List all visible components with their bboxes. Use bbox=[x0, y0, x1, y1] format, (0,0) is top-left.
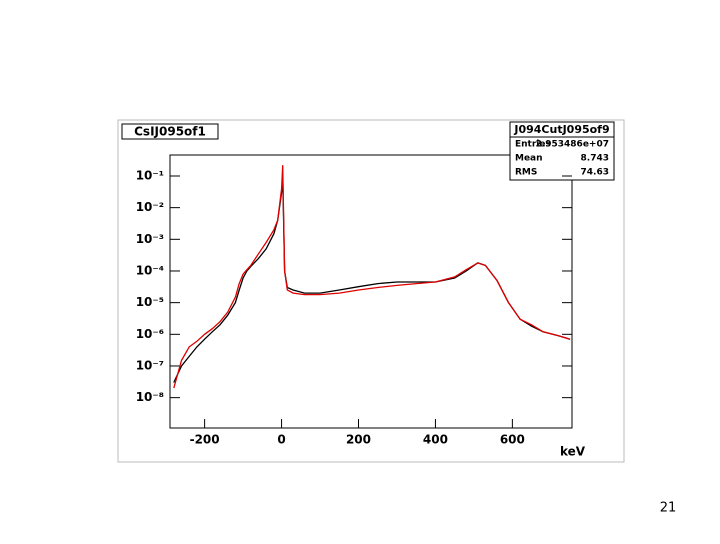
y-tick-label: 10⁻³ bbox=[136, 232, 164, 246]
page-number: 21 bbox=[660, 501, 677, 516]
y-tick-label: 10⁻² bbox=[136, 200, 164, 214]
y-tick-label: 10⁻⁸ bbox=[136, 390, 164, 404]
stats-label: Entries bbox=[515, 140, 551, 150]
x-tick-label: 600 bbox=[500, 433, 525, 447]
chart-title: CsIJ095of1 bbox=[134, 125, 206, 139]
x-tick-label: 200 bbox=[346, 433, 371, 447]
x-tick-label: 400 bbox=[423, 433, 448, 447]
x-axis-label: keV bbox=[560, 445, 586, 459]
plot-frame bbox=[169, 154, 573, 429]
title-box bbox=[121, 123, 219, 140]
y-tick-label: 10⁻⁵ bbox=[136, 295, 164, 309]
stats-label: Mean bbox=[515, 154, 543, 164]
stats-value: 2.953486e+07 bbox=[536, 140, 609, 150]
y-tick-label: 10⁻¹ bbox=[136, 168, 164, 182]
stats-value: 8.743 bbox=[581, 154, 609, 164]
stats-value: 74.63 bbox=[581, 168, 609, 178]
stats-label: RMS bbox=[515, 168, 537, 178]
x-tick-label: 0 bbox=[277, 433, 285, 447]
stats-box bbox=[509, 121, 615, 181]
series-line bbox=[173, 165, 571, 389]
y-tick-label: 10⁻⁶ bbox=[136, 327, 164, 341]
stats-title: J094CutJ095of9 bbox=[513, 123, 609, 136]
y-tick-label: 10⁻⁴ bbox=[136, 263, 164, 277]
y-tick-label: 10⁻⁷ bbox=[136, 358, 164, 372]
x-tick-label: -200 bbox=[190, 433, 220, 447]
